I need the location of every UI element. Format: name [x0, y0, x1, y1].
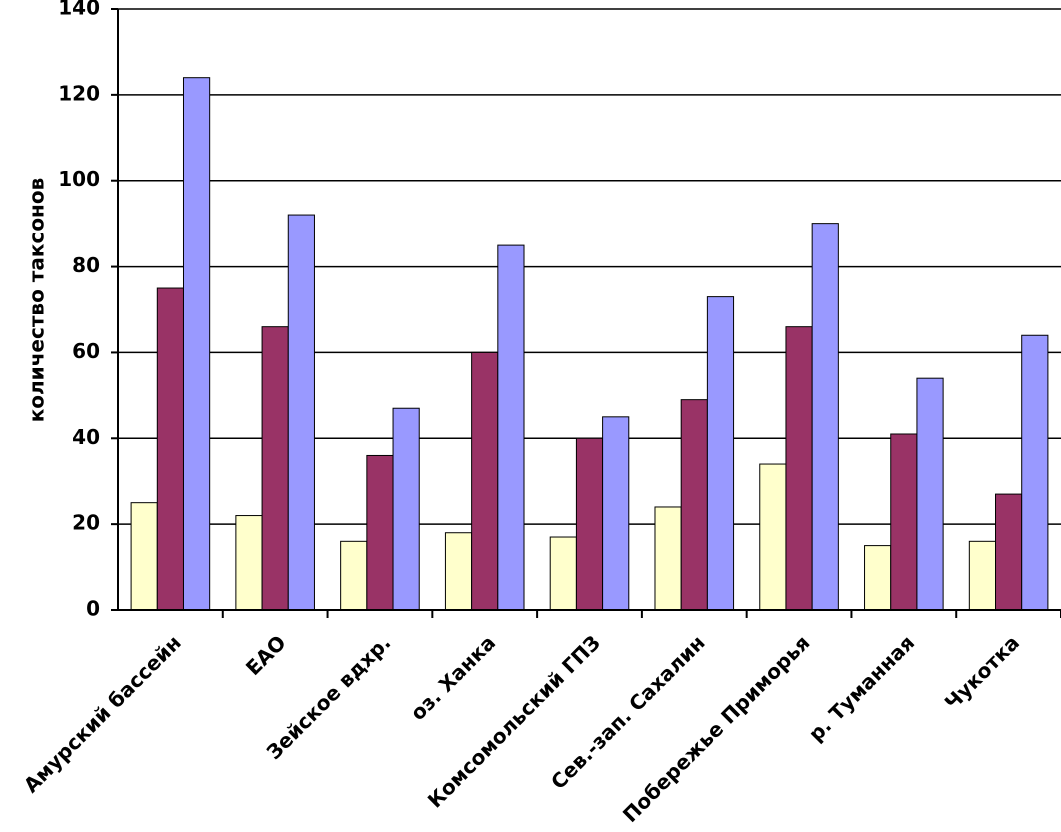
x-tick-label: Комсомольский ГПЗ: [423, 630, 605, 812]
bar: [759, 463, 787, 611]
y-tick-label: 80: [72, 253, 100, 277]
bar: [602, 416, 630, 611]
x-tick-label: оз. Ханка: [406, 630, 501, 725]
bar: [366, 454, 394, 611]
y-tick-label: 60: [72, 339, 100, 363]
x-tick-label: Амурский бассейн: [19, 630, 186, 797]
bar: [287, 214, 315, 611]
y-tick-label: 0: [86, 597, 100, 621]
bar: [392, 407, 420, 611]
bar: [968, 540, 997, 611]
bar: [497, 244, 525, 611]
bar: [182, 77, 211, 611]
x-tick-label: Чукотка: [940, 630, 1024, 714]
bar: [864, 545, 892, 611]
bar: [811, 223, 839, 611]
x-tick-label: Побережье Приморья: [618, 630, 815, 827]
bar: [1021, 334, 1049, 611]
bar: [575, 437, 604, 611]
bar: [654, 506, 682, 611]
bar: [156, 287, 184, 611]
y-tick-label: 140: [58, 0, 100, 20]
x-tick-label: р. Туманная: [804, 630, 920, 746]
bar: [549, 536, 577, 611]
y-tick-label: 100: [58, 167, 100, 191]
bar: [444, 532, 473, 611]
y-tick-label: 20: [72, 511, 100, 535]
y-tick-label: 40: [72, 425, 100, 449]
y-axis-label: количество таксонов: [25, 178, 49, 423]
bar: [340, 540, 368, 611]
x-tick-label: ЕАО: [241, 630, 291, 680]
bar: [995, 493, 1023, 611]
bar: [680, 399, 708, 611]
bar: [235, 515, 263, 611]
bar: [706, 296, 735, 611]
bar: [916, 377, 944, 611]
bar: [890, 433, 918, 611]
bar: [261, 326, 289, 611]
y-tick-label: 120: [58, 81, 100, 105]
bar: [130, 502, 158, 611]
bar: [785, 326, 813, 611]
bar: [471, 351, 499, 611]
